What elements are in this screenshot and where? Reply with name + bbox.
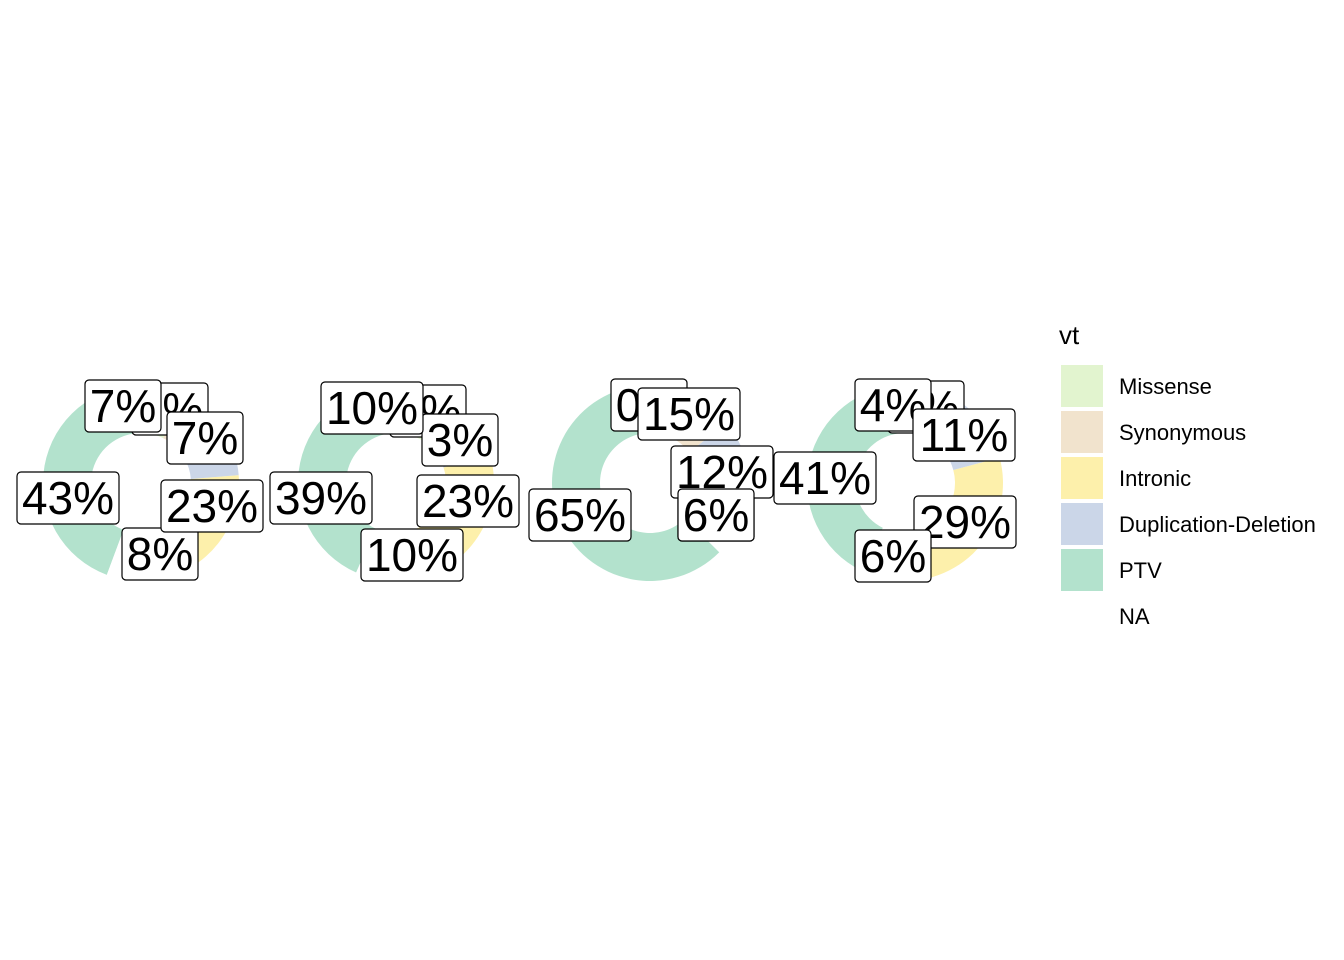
data-label-box	[773, 451, 877, 505]
legend: vt Missense Synonymous Intronic Duplication-…	[1059, 320, 1316, 637]
data-label-text: 7%	[172, 412, 238, 464]
data-label-box	[160, 479, 264, 533]
legend-label: Duplication-Deletion	[1119, 512, 1316, 537]
data-label: 6%	[854, 529, 932, 583]
legend-swatch	[1061, 365, 1103, 407]
data-label: 23%	[160, 479, 264, 533]
data-label-box	[166, 411, 244, 465]
data-label: 15%	[637, 387, 741, 441]
data-label-text: 29%	[919, 496, 1011, 548]
data-label-box	[637, 387, 741, 441]
legend-label: Synonymous	[1119, 420, 1246, 445]
data-label-box	[854, 529, 932, 583]
data-label-text: 3%	[427, 414, 493, 466]
legend-label: PTV	[1119, 558, 1162, 583]
data-label-box	[16, 471, 120, 525]
data-label-box	[84, 379, 162, 433]
data-label: 8%	[121, 527, 199, 581]
data-label-text: 6%	[860, 530, 926, 582]
data-label-text: 15%	[643, 388, 735, 440]
data-label: 23%	[416, 474, 520, 528]
legend-item: Intronic	[1061, 457, 1191, 499]
data-label-box	[912, 408, 1016, 462]
data-label-text: 23%	[422, 475, 514, 527]
data-label-text: 6%	[683, 489, 749, 541]
legend-item: Synonymous	[1061, 411, 1246, 453]
legend-label: NA	[1119, 604, 1150, 629]
data-label: 41%	[773, 451, 877, 505]
data-label-box	[320, 381, 424, 435]
legend-swatch	[1061, 549, 1103, 591]
data-label-box	[528, 488, 632, 542]
data-label: 39%	[269, 471, 373, 525]
data-label: 29%	[913, 495, 1017, 549]
data-label-text: 11%	[920, 409, 1009, 461]
legend-label: Missense	[1119, 374, 1212, 399]
data-label-text: 8%	[127, 528, 193, 580]
donut-panel-2: 5%39%3%10%23%10%	[269, 381, 520, 582]
data-label: 4%	[854, 378, 932, 432]
legend-swatch	[1061, 411, 1103, 453]
donut-panel-3: 0%15%6%12%6%65%	[528, 378, 774, 581]
data-label-text: 23%	[166, 480, 258, 532]
data-label: 6%	[677, 488, 755, 542]
legend-item: PTV	[1061, 549, 1162, 591]
donut-panel-1: 9%7%7%43%8%23%	[16, 379, 264, 581]
data-label: 11%	[912, 408, 1016, 462]
data-label-text: 65%	[534, 489, 626, 541]
data-label: 65%	[528, 488, 632, 542]
data-label-box	[269, 471, 373, 525]
data-label: 10%	[320, 381, 424, 435]
data-label-box	[677, 488, 755, 542]
data-label: 3%	[421, 413, 499, 467]
legend-swatch	[1061, 595, 1103, 637]
panels-layer: 9%7%7%43%8%23%5%39%3%10%23%10%0%15%6%12%…	[16, 378, 1017, 583]
legend-label: Intronic	[1119, 466, 1191, 491]
legend-item: NA	[1061, 595, 1150, 637]
data-label: 7%	[166, 411, 244, 465]
data-label-box	[121, 527, 199, 581]
legend-swatch	[1061, 503, 1103, 545]
data-label: 10%	[360, 528, 464, 582]
donut-panel-4: 5%4%11%41%29%6%	[773, 378, 1017, 583]
data-label-text: 41%	[779, 452, 871, 504]
data-label-box	[854, 378, 932, 432]
data-label-text: 10%	[326, 382, 418, 434]
data-label-text: 43%	[22, 472, 114, 524]
legend-swatch	[1061, 457, 1103, 499]
data-label: 7%	[84, 379, 162, 433]
legend-item: Missense	[1061, 365, 1212, 407]
legend-item: Duplication-Deletion	[1061, 503, 1316, 545]
data-label-box	[416, 474, 520, 528]
data-label-text: 7%	[90, 380, 156, 432]
data-label-box	[421, 413, 499, 467]
data-label-box	[360, 528, 464, 582]
data-label-text: 39%	[275, 472, 367, 524]
legend-title: vt	[1059, 320, 1080, 350]
data-label-text: 10%	[366, 529, 458, 581]
data-label: 43%	[16, 471, 120, 525]
data-label-box	[913, 495, 1017, 549]
